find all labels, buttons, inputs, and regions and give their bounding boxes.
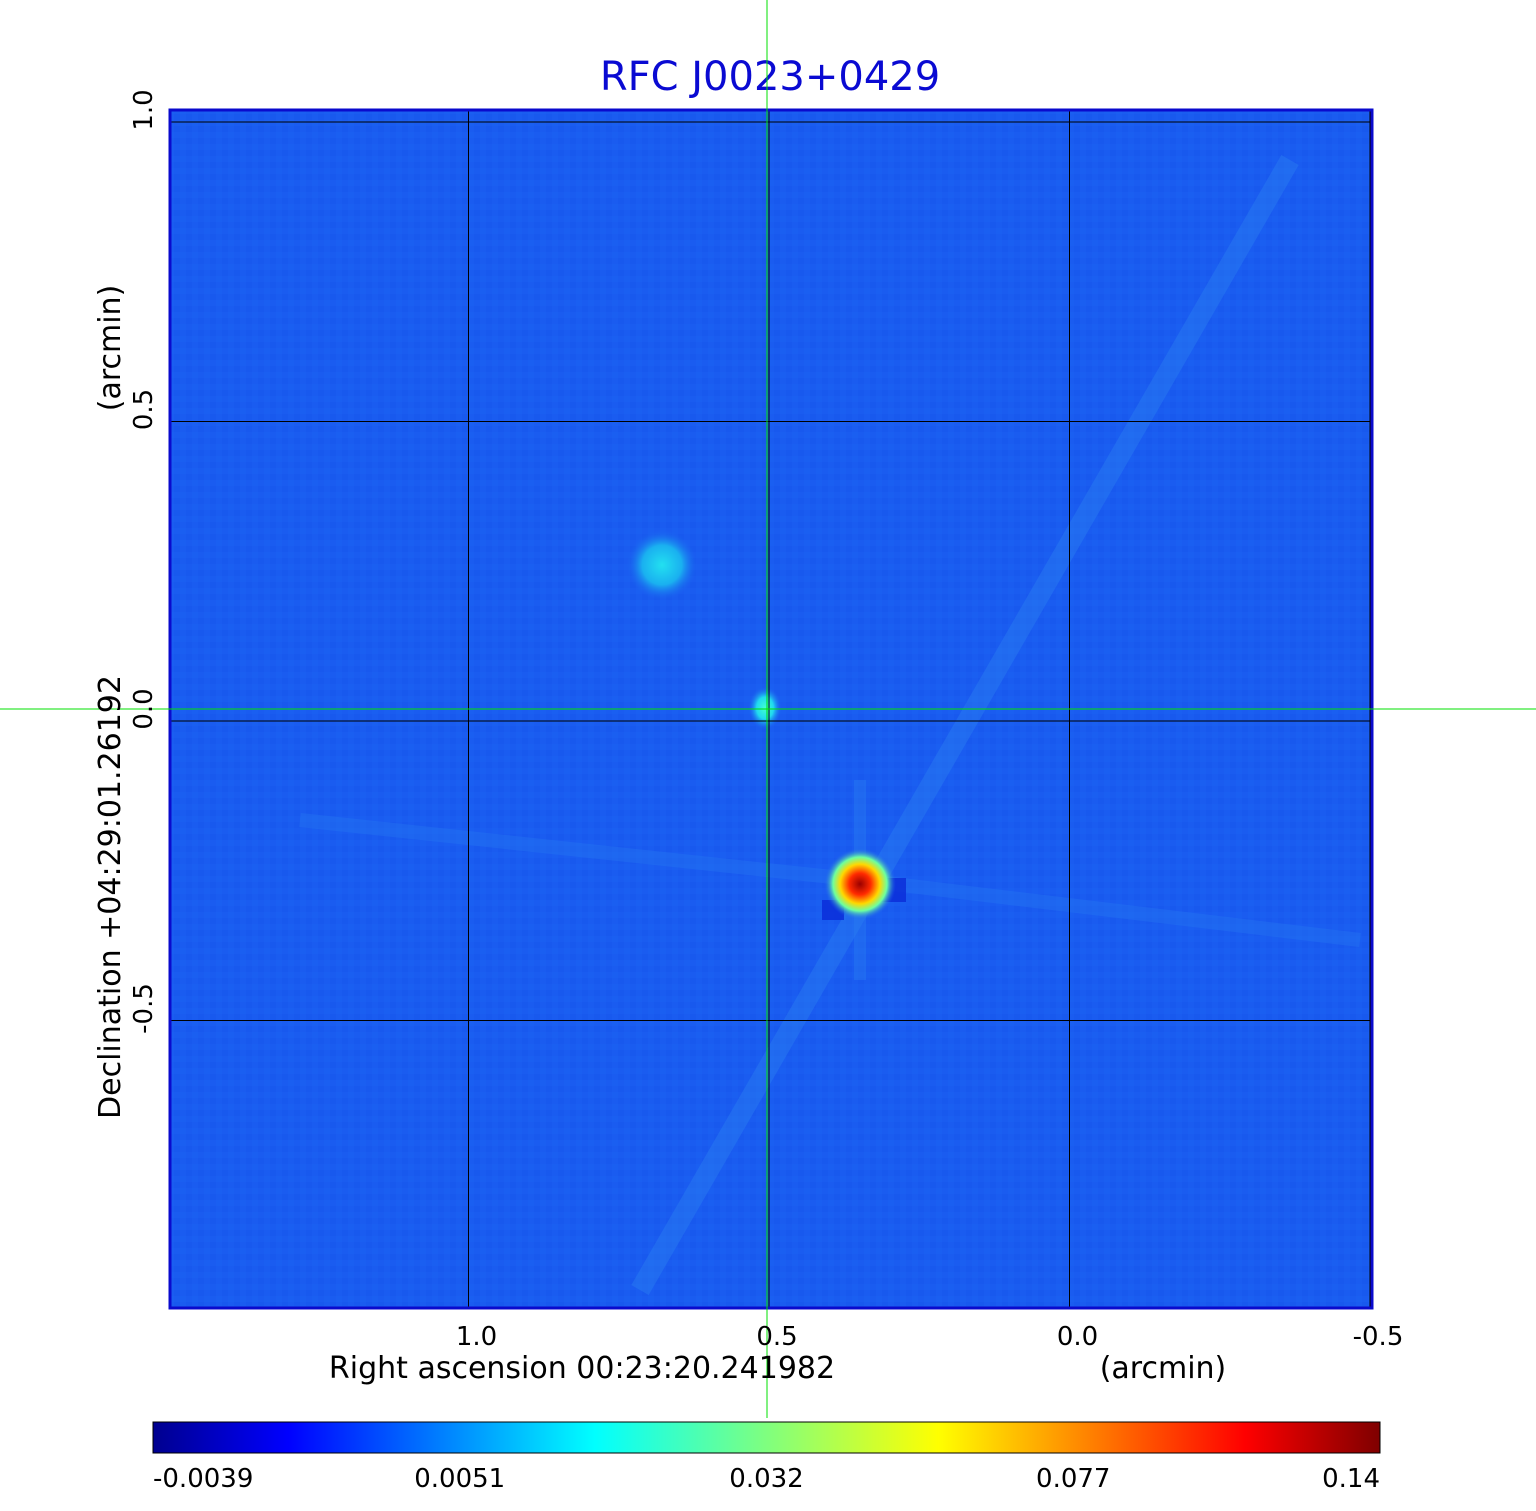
- x-tick-label: 0.0: [1057, 1322, 1098, 1352]
- y-tick-label: 0.0: [129, 688, 159, 729]
- y-axis-unit: (arcmin): [93, 285, 128, 412]
- chart-title: RFC J0023+0429: [600, 54, 940, 100]
- source-bright: [824, 848, 896, 920]
- crosshair: [0, 0, 1536, 1418]
- y-tick-label: 1.0: [129, 89, 159, 130]
- source-mid: [748, 686, 782, 730]
- x-tick-labels: 1.0 0.5 0.0 -0.5: [456, 1322, 1404, 1352]
- x-tick-label: 0.5: [756, 1322, 797, 1352]
- y-tick-label: 0.5: [129, 389, 159, 430]
- colorbar-tick-label: 0.0051: [414, 1464, 505, 1494]
- colorbar-tick-labels: -0.0039 0.0051 0.032 0.077 0.14: [153, 1464, 1380, 1494]
- colorbar-tick-label: -0.0039: [153, 1464, 253, 1494]
- colorbar-tick-label: 0.077: [1036, 1464, 1110, 1494]
- y-tick-labels: 1.0 0.5 0.0 -0.5: [129, 89, 159, 1034]
- x-axis-label: Right ascension 00:23:20.241982: [329, 1351, 835, 1386]
- sidelobe-streak: [631, 155, 1299, 1295]
- colorbar-tick-label: 0.14: [1322, 1464, 1380, 1494]
- source-weak: [626, 529, 698, 601]
- x-tick-label: 1.0: [456, 1322, 497, 1352]
- x-tick-label: -0.5: [1353, 1322, 1404, 1352]
- y-axis-label: Declination +04:29:01.26192: [93, 675, 128, 1119]
- x-axis-unit: (arcmin): [1100, 1351, 1227, 1386]
- sidelobe-streak: [859, 873, 1361, 947]
- y-tick-label: -0.5: [129, 983, 159, 1034]
- colorbar: [152, 1421, 1381, 1454]
- colorbar-tick-label: 0.032: [729, 1464, 803, 1494]
